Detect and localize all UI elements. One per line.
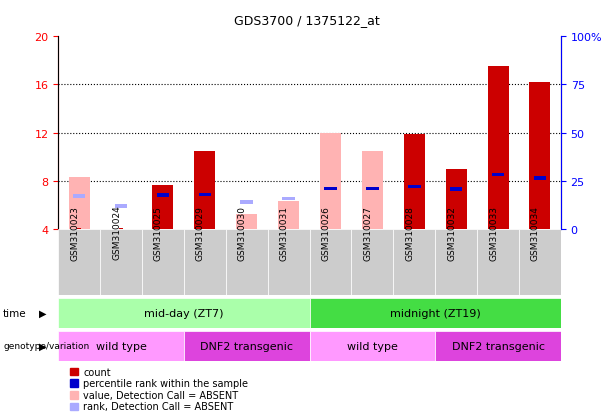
Bar [404, 134, 425, 229]
Bar [142, 229, 184, 295]
Text: GSM310026: GSM310026 [321, 205, 330, 260]
Bar [184, 229, 226, 295]
Text: value, Detection Call = ABSENT: value, Detection Call = ABSENT [83, 390, 238, 400]
Bar [58, 229, 100, 295]
Bar [115, 204, 128, 208]
Bar [324, 187, 337, 191]
Text: GSM310023: GSM310023 [70, 205, 79, 260]
Text: GSM310027: GSM310027 [364, 205, 373, 260]
Text: ▶: ▶ [39, 308, 47, 318]
Bar [450, 188, 462, 191]
Bar [492, 173, 504, 177]
Bar [487, 67, 509, 229]
Text: GSM310032: GSM310032 [447, 205, 456, 260]
Text: GSM310028: GSM310028 [405, 205, 414, 260]
Bar [534, 177, 546, 180]
Bar [394, 229, 435, 295]
Text: wild type: wild type [347, 341, 398, 351]
Text: GSM310034: GSM310034 [531, 205, 540, 260]
Bar [73, 195, 85, 199]
Text: midnight (ZT19): midnight (ZT19) [390, 308, 481, 318]
Bar [310, 229, 351, 295]
Bar [362, 151, 383, 229]
Bar [240, 201, 253, 204]
Text: GSM310025: GSM310025 [154, 205, 163, 260]
Text: percentile rank within the sample: percentile rank within the sample [83, 378, 248, 388]
Bar [320, 133, 341, 229]
Bar [199, 193, 211, 197]
Bar [119, 228, 123, 229]
Bar [184, 331, 310, 361]
Text: DNF2 transgenic: DNF2 transgenic [200, 341, 293, 351]
Bar [435, 229, 477, 295]
Bar [366, 187, 379, 191]
Text: mid-day (ZT7): mid-day (ZT7) [144, 308, 224, 318]
Bar [310, 298, 561, 328]
Bar [236, 215, 257, 229]
Bar [226, 229, 268, 295]
Text: GSM310033: GSM310033 [489, 205, 498, 260]
Bar [268, 229, 310, 295]
Bar [194, 152, 215, 229]
Bar [310, 331, 435, 361]
Bar [435, 331, 561, 361]
Text: genotype/variation: genotype/variation [3, 342, 89, 350]
Text: time: time [3, 308, 27, 318]
Text: wild type: wild type [96, 341, 147, 351]
Bar [446, 169, 466, 229]
Bar [519, 229, 561, 295]
Text: GSM310024: GSM310024 [112, 205, 121, 260]
Bar [351, 229, 394, 295]
Bar [58, 331, 184, 361]
Bar [530, 83, 550, 229]
Text: ▶: ▶ [39, 341, 47, 351]
Bar [283, 197, 295, 201]
Text: DNF2 transgenic: DNF2 transgenic [452, 341, 544, 351]
Bar [278, 202, 299, 229]
Text: GSM310029: GSM310029 [196, 205, 205, 260]
Text: count: count [83, 367, 111, 377]
Bar [58, 298, 310, 328]
Text: GSM310031: GSM310031 [280, 205, 289, 260]
Bar [408, 185, 421, 189]
Bar [477, 229, 519, 295]
Bar [69, 178, 89, 229]
Text: GDS3700 / 1375122_at: GDS3700 / 1375122_at [234, 14, 379, 27]
Bar [157, 194, 169, 197]
Text: rank, Detection Call = ABSENT: rank, Detection Call = ABSENT [83, 401, 234, 411]
Bar [153, 185, 173, 229]
Bar [100, 229, 142, 295]
Text: GSM310030: GSM310030 [238, 205, 246, 260]
